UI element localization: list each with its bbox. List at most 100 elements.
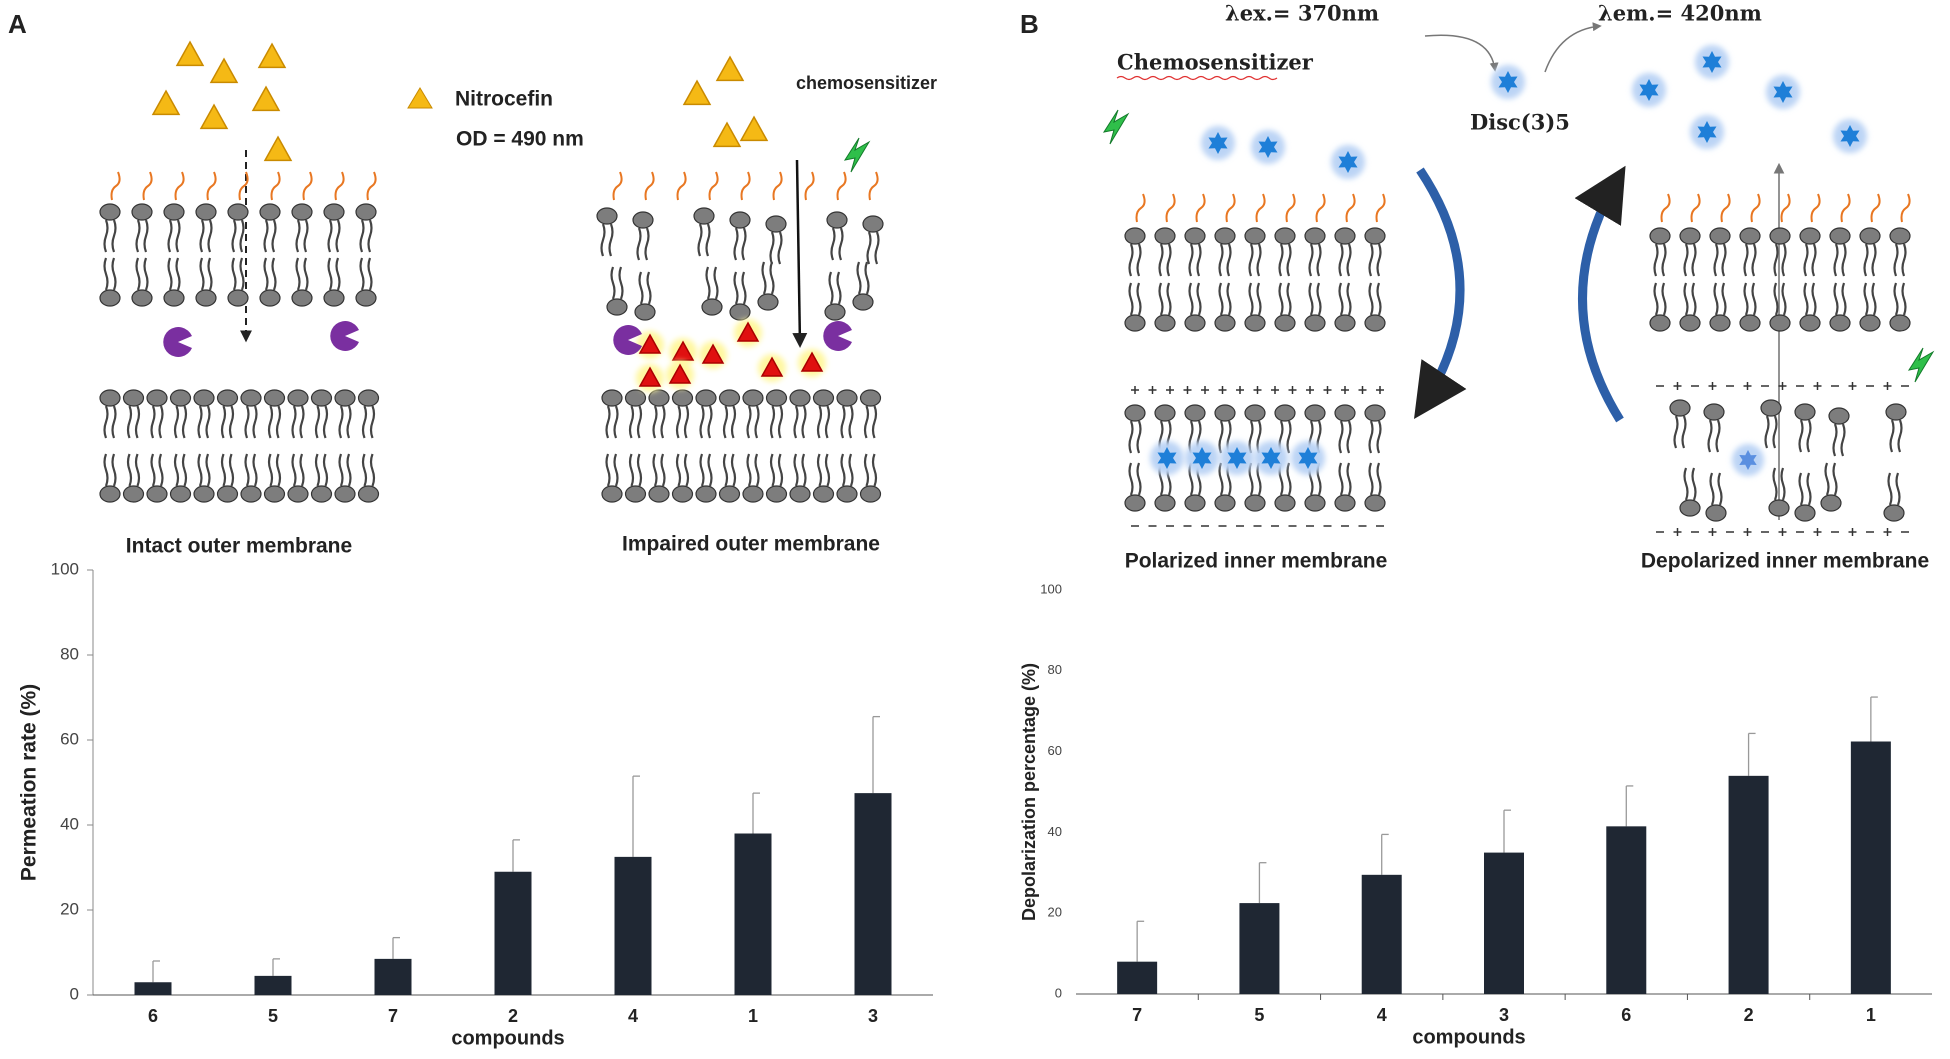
lps-chain [740,171,751,201]
lipid-head [334,485,356,503]
beta-lactamase [613,325,642,355]
lipid-tail [1764,415,1770,449]
lipid-tail [761,261,767,295]
lipid-tail [1781,282,1787,316]
lipid-head [1703,403,1725,421]
lipid-tail [1286,462,1292,496]
lipid-head [1739,227,1761,245]
lipid-tail [1863,282,1869,316]
lipid-tail [367,219,373,253]
lipid-tail [1376,462,1382,496]
lipid-tail [801,405,807,439]
lipid-tail [1798,472,1804,506]
lipid-tail [1376,282,1382,316]
lipid-tail [1661,282,1667,316]
lipid-tail [644,227,650,261]
lps-chain [270,171,281,201]
lipid-tail [175,257,181,291]
bar [134,982,172,995]
lipid-tail [322,405,329,439]
lipid-head [259,203,281,221]
lps-chain [804,171,815,201]
lipid-tail [675,453,682,487]
lipid-tail [1751,243,1757,277]
lipid-head [131,203,153,221]
lipid-tail [1871,282,1877,316]
lipid-head [310,485,333,503]
dye [1261,447,1281,469]
x-tick-label: 7 [388,1006,398,1026]
lipid-tail [824,405,831,439]
lps-chain [1225,193,1236,223]
lps-chain [1810,193,1821,223]
x-axis-title: compounds [1412,1026,1525,1048]
lipid-tail [197,453,203,487]
lipid-head [729,303,751,321]
nitrocefin [715,55,745,82]
lipid-head [216,485,239,503]
lipid-tail [769,405,776,439]
curved-arrow [1414,167,1467,419]
lipid-head [240,389,262,407]
lipid-tail [1368,462,1374,496]
dye [1697,121,1717,143]
lipid-tail [1188,243,1194,277]
lipid-tail [1683,467,1689,501]
dye [1157,447,1177,469]
lipid-head [1364,314,1386,332]
lipid-tail [263,219,269,253]
lipid-head [1679,314,1701,332]
lipid-head [1829,314,1851,332]
lipid-tail [103,453,109,487]
lipid-head [227,203,249,221]
x-tick-label: 5 [268,1006,278,1026]
lipid-tail [361,405,368,439]
lipid-tail [239,257,245,291]
lipid-tail [1346,243,1352,277]
nitrocefin [739,115,769,142]
lightning [1102,109,1130,145]
lps-chain [1135,193,1146,223]
lipid-tail [1188,282,1194,316]
lipid-tail [864,261,870,295]
bar [734,833,772,995]
lipid-head [606,298,628,316]
lipid-tail [699,405,705,439]
lipid-tail [848,405,854,439]
lipid-tail [359,257,365,291]
lipid-tail [1803,243,1809,277]
lipid-tail [299,453,305,487]
lipid-tail [830,227,836,261]
lipid-head [1244,494,1266,512]
lipid-head [355,289,377,307]
lps-chain [110,171,121,201]
lipid-head [1274,227,1296,245]
lipid-tail [741,271,747,305]
x-tick-label: 4 [628,1006,638,1026]
lipid-tail [158,405,164,439]
lipid-tail [816,453,823,487]
lipid-tail [1691,467,1697,501]
lipid-tail [143,257,149,291]
bar [854,793,892,995]
y-tick-label: 20 [60,899,79,918]
lipid-tail [1158,243,1164,277]
lipid-tail [220,405,227,439]
lipid-tail [1346,420,1352,454]
panel-label: A [8,9,27,39]
lipid-tail [705,223,711,257]
lipid-tail [275,453,282,487]
lipid-head [601,485,623,503]
lipid-head [1364,404,1386,422]
nitrocefin [209,57,239,84]
lipid-head [789,485,811,503]
arrow [1424,34,1499,72]
lipid-tail [838,227,844,261]
lipid-tail [303,219,309,253]
nitrocefin [199,103,229,130]
lipid-tail [754,453,760,487]
lipid-tail [252,453,258,487]
lipid-tail [699,453,705,487]
lipid-tail [207,257,213,291]
